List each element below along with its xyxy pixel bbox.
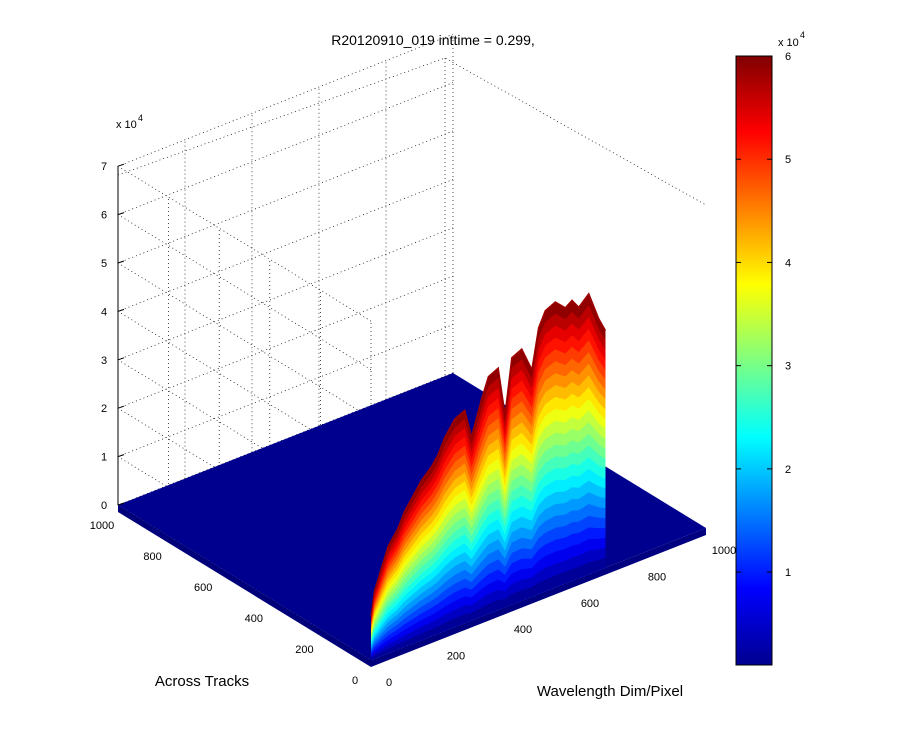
y-axis-label: Across Tracks [155,673,249,690]
z-tick [117,260,125,264]
x-tick-label: 800 [648,571,666,583]
z-gridline [117,82,454,370]
z-exponent: x 10 [116,119,137,131]
y-tick-label: 200 [295,644,313,656]
chart-title: R20120910_019 inttime = 0.299, [331,32,535,48]
back-wall-top-edge [117,57,707,206]
colorbar-exponent: x 10 [778,37,799,49]
z-tick [117,454,125,458]
z-tick [117,163,125,167]
x-tick-label: 600 [581,598,599,610]
x-tick-label: 1000 [712,545,736,557]
colorbar-tick-label: 6 [785,51,791,63]
z-tick [117,502,125,506]
y-tick-label: 0 [352,675,358,687]
surface-crest [370,292,607,617]
surface-floor-edge [118,505,371,667]
z-tick [117,405,125,409]
z-tick [117,308,125,312]
surface-floor-edge [371,528,706,667]
colorbar-ticks: 1 2 3 4 5 6 [736,51,791,579]
colorbar-tick-label: 1 [785,567,791,579]
y-tick-label: 800 [143,551,161,563]
z-tick-label: 3 [101,355,107,367]
colorbar-tick-label: 3 [785,361,791,373]
z-tick-label: 2 [101,403,107,415]
colorbar-tick-label: 4 [785,257,791,269]
y-tick-label: 400 [245,613,263,625]
x-tick-label: 400 [514,624,532,636]
colorbar-tick-label: 2 [785,464,791,476]
z-exponent-power: 4 [138,113,143,123]
z-tick-label: 6 [101,210,107,222]
z-tick-label: 7 [101,161,107,173]
z-gridline [117,33,454,322]
z-gridline [117,130,454,419]
z-tick-label: 0 [101,500,107,512]
surface-peaks [370,292,607,660]
axes: 0 1 2 3 4 5 6 7 0 200 400 600 800 1000 0 200 400 600 800 10… [90,161,736,689]
z-tick-label: 4 [101,306,107,318]
x-axis-label: Wavelength Dim/Pixel [537,683,683,700]
x-tick-label: 0 [386,677,392,689]
colorbar [735,55,773,666]
colorbar-tick-label: 5 [785,154,791,166]
z-tick-label: 1 [101,452,107,464]
colorbar-exponent-power: 4 [800,30,805,40]
z-tick-label: 5 [101,258,107,270]
z-tick [117,357,125,361]
y-tick-label: 1000 [90,520,114,532]
surface-band [371,557,606,660]
y-tick-label: 600 [194,582,212,594]
z-tick [117,212,125,216]
x-tick-label: 200 [447,651,465,663]
